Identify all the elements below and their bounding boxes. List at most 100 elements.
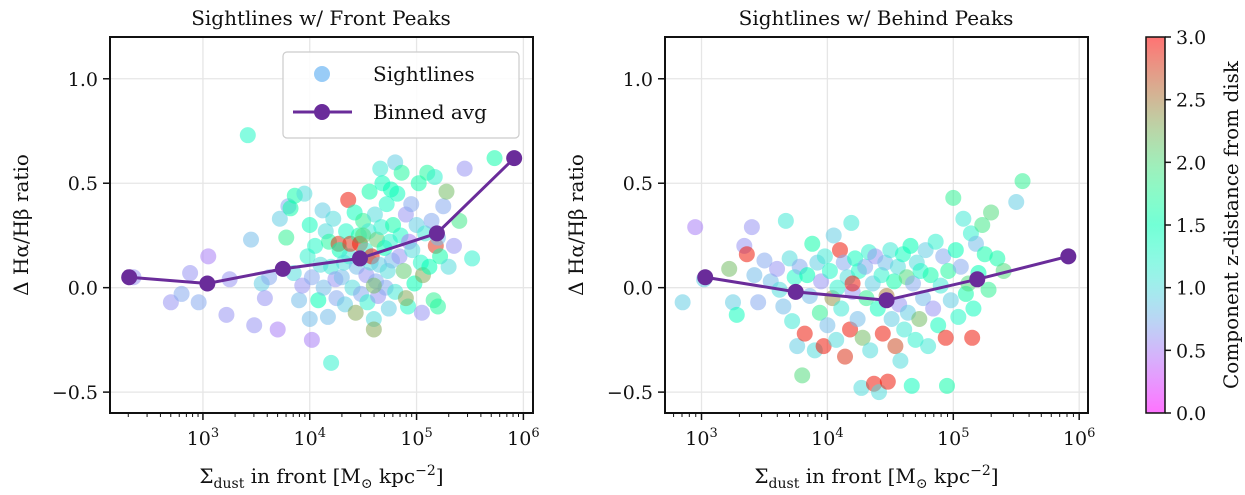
sightline-point — [301, 311, 318, 327]
legend-binned-marker — [314, 104, 330, 120]
sightline-point — [877, 254, 894, 271]
sightline-point — [857, 258, 874, 275]
sightline-point — [464, 250, 481, 267]
sightline-point — [365, 277, 382, 294]
sightline-point — [486, 150, 503, 167]
x-label-sub: dust — [214, 476, 245, 492]
sightline-point — [429, 298, 446, 315]
panel-front-peaks: Sightlines w/ Front Peaks 103 104 105 106 −… — [9, 6, 540, 492]
binned-avg-series — [121, 150, 523, 292]
panel-title: Sightlines w/ Front Peaks — [191, 6, 451, 30]
sightline-point — [738, 246, 755, 263]
legend: Sightlines Binned avg — [282, 51, 520, 139]
sightline-point — [190, 294, 207, 311]
sightline-point — [811, 304, 828, 321]
sightline-point — [769, 260, 786, 277]
x-label-close: ] — [436, 464, 444, 488]
sightline-point — [256, 290, 273, 307]
sightline-point — [750, 294, 767, 311]
colorbar-tick-label: 0.5 — [1176, 340, 1206, 362]
tick-exponent: 6 — [531, 426, 539, 441]
sightline-point — [355, 227, 372, 244]
x-tick-label: 105 — [937, 426, 969, 450]
sightline-point — [907, 331, 924, 348]
sightline-point — [849, 311, 866, 327]
panel-behind-peaks: Sightlines w/ Behind Peaks 103 104 105 106 … — [564, 6, 1095, 492]
sightline-point — [911, 311, 928, 327]
sightline-point — [892, 352, 909, 369]
legend-sightlines-label: Sightlines — [373, 62, 475, 86]
sightline-point — [816, 248, 833, 265]
sightline-point — [940, 262, 957, 279]
sightline-point — [413, 304, 430, 321]
sightline-point — [397, 290, 414, 307]
colorbar-label: Component z-distance from disk — [1219, 60, 1243, 389]
sightline-point — [404, 242, 421, 259]
x-tick-label: 105 — [400, 426, 432, 450]
x-axis-label: Σdust in front [M⊙ kpc−2] — [199, 463, 443, 492]
grid — [665, 37, 1088, 413]
sightline-point — [801, 288, 818, 305]
sightline-point — [1014, 173, 1031, 190]
sightline-point — [821, 262, 838, 279]
x-tick-label: 106 — [1063, 426, 1095, 450]
tick-exponent: 4 — [318, 426, 326, 441]
tick-exponent: 3 — [211, 426, 219, 441]
sightline-point — [815, 338, 832, 355]
sightline-point — [976, 246, 993, 263]
colorbar-tick-label: 3.0 — [1176, 27, 1206, 49]
sightline-point — [271, 210, 288, 227]
x-label-sub: dust — [769, 476, 800, 492]
x-label-sigma: Σ — [754, 464, 768, 488]
binned-avg-series — [697, 248, 1077, 309]
sightline-point — [799, 267, 816, 284]
sightline-point — [862, 342, 879, 359]
sightline-point — [964, 329, 981, 346]
sightline-point — [777, 212, 794, 229]
sightline-point — [724, 294, 741, 311]
x-tick-label: 106 — [507, 426, 539, 450]
x-label-sun: ⊙ — [361, 476, 373, 492]
x-label-rest: in front [M — [799, 464, 916, 488]
x-label-sigma: Σ — [199, 464, 213, 488]
binned-avg-line — [129, 157, 516, 286]
tick-base: 10 — [685, 428, 709, 450]
sightline-point — [947, 242, 964, 259]
sightline-point — [889, 258, 906, 275]
sightline-point — [784, 313, 801, 330]
y-ticks: −0.5 0.0 0.5 1.0 — [607, 69, 665, 404]
y-tick-label: 0.0 — [623, 278, 653, 300]
binned-avg-point — [428, 225, 445, 242]
binned-avg-point — [121, 269, 138, 286]
sightline-point — [423, 212, 440, 229]
tick-base: 10 — [507, 428, 531, 450]
tick-exponent: 4 — [835, 426, 843, 441]
legend-box — [282, 51, 520, 139]
sightline-point — [854, 329, 871, 346]
sightline-point — [366, 206, 383, 223]
axes-frame — [109, 36, 534, 414]
sightline-point — [307, 237, 324, 254]
sightline-point — [883, 311, 900, 327]
x-label-exp: −2 — [415, 463, 436, 479]
sightline-point — [310, 292, 327, 309]
sightline-point — [837, 348, 854, 365]
binned-avg-point — [1060, 248, 1077, 265]
sightline-point — [873, 267, 890, 284]
sightline-point — [333, 269, 350, 286]
sightline-point — [200, 248, 217, 265]
sightline-point — [804, 235, 821, 252]
legend-binned-label: Binned avg — [373, 100, 487, 124]
sightline-point — [391, 248, 408, 265]
sightline-point — [935, 248, 952, 265]
binned-avg-point — [274, 260, 291, 277]
sightline-point — [983, 204, 1000, 221]
colorbar: 0.0 0.5 1.0 1.5 2.0 2.5 3.0 Component z-distan… — [1145, 27, 1243, 425]
colorbar-gradient — [1145, 36, 1166, 414]
y-tick-label: −0.5 — [52, 382, 98, 404]
colorbar-tick-label: 2.5 — [1176, 90, 1206, 112]
sightline-point — [338, 223, 355, 240]
sightline-point — [796, 325, 813, 342]
sightline-point — [922, 267, 939, 284]
sightline-point — [794, 367, 811, 384]
